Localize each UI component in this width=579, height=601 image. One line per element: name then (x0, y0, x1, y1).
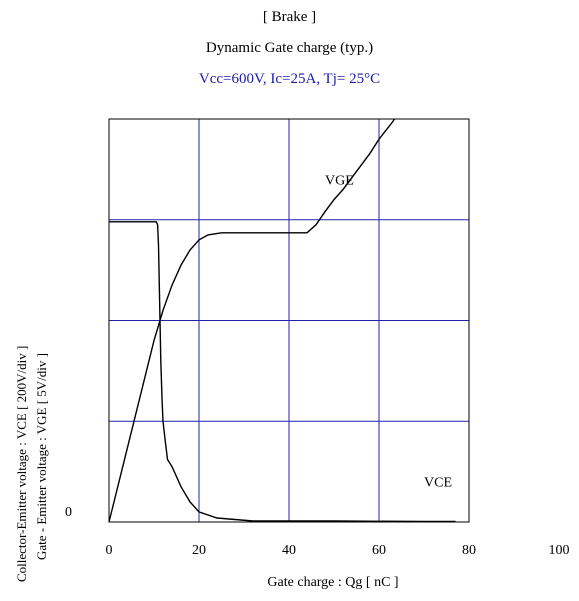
grid (109, 119, 469, 522)
x-tick-label: 100 (549, 543, 570, 558)
series-line-vge (109, 119, 396, 522)
y-zero-label: 0 (65, 505, 72, 520)
y-axis-label-vce: Collector-Emitter voltage : VCE [ 200V/d… (14, 345, 29, 582)
section-label: [ Brake ] (262, 9, 317, 25)
series-line-vce (109, 221, 456, 522)
y-axis-label-vge: Gate - Emitter voltage : VGE [ 5V/div ] (34, 353, 49, 560)
plot-frame (108, 118, 470, 523)
series-labels: VGE VCE (325, 173, 452, 490)
x-tick-label: 0 (106, 543, 113, 558)
x-tick-label: 20 (192, 543, 206, 558)
chart-title: Dynamic Gate charge (typ.) (205, 40, 374, 56)
x-axis-label: Gate charge : Qg [ nC ] (267, 575, 399, 590)
series-label-vce: VCE (424, 476, 452, 491)
series-layer (109, 119, 456, 522)
x-tick-label: 60 (372, 543, 386, 558)
x-tick-label: 80 (462, 543, 476, 558)
x-tick-labels: 0 20 40 60 80 100 (106, 543, 570, 558)
series-label-vge: VGE (325, 173, 354, 188)
x-tick-label: 40 (282, 543, 296, 558)
chart-conditions: Vcc=600V, Ic=25A, Tj= 25°C (198, 71, 381, 87)
plot-border (108, 118, 470, 523)
